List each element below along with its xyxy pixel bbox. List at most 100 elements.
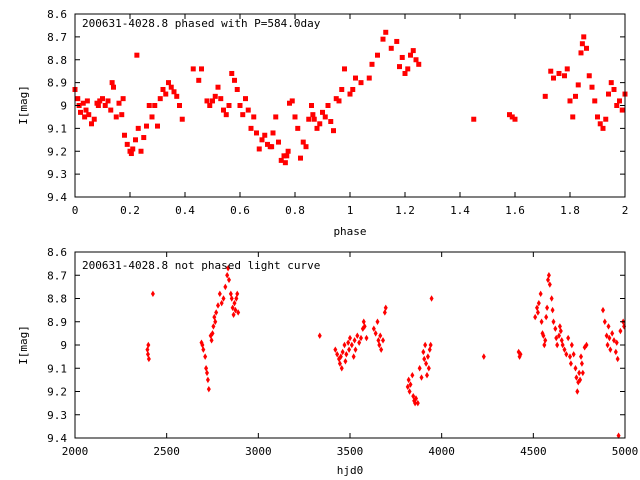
phased-x-tick-label: 0.4	[175, 204, 195, 217]
unphased-data-point	[427, 365, 431, 371]
phased-data-point	[117, 101, 122, 106]
phased-x-axis-label: phase	[333, 225, 366, 238]
phased-data-point	[570, 114, 575, 119]
phased-data-point	[144, 124, 149, 129]
phased-data-point	[125, 142, 130, 147]
unphased-data-point	[343, 358, 347, 364]
phased-data-point	[152, 103, 157, 108]
phased-data-point	[389, 46, 394, 51]
phased-data-point	[598, 121, 603, 126]
phased-data-point	[133, 137, 138, 142]
phased-x-tick-label: 1.2	[395, 204, 415, 217]
phased-data-point	[221, 108, 226, 113]
phased-y-tick-label: 9.3	[47, 168, 67, 181]
unphased-data-point	[344, 351, 348, 357]
unphased-data-point	[581, 370, 585, 376]
phased-data-point	[240, 112, 245, 117]
phased-data-point	[367, 76, 372, 81]
unphased-data-point	[207, 386, 211, 392]
phased-data-point	[262, 133, 267, 138]
phased-data-point	[254, 130, 259, 135]
unphased-data-point	[575, 388, 579, 394]
phased-chart-title: 200631-4028.8 phased with P=584.0day	[82, 17, 321, 30]
phased-data-point	[293, 114, 298, 119]
phased-data-point	[172, 89, 177, 94]
phased-y-tick-label: 9.1	[47, 122, 67, 135]
phased-data-point	[304, 144, 309, 149]
unphased-y-tick-label: 8.8	[47, 293, 67, 306]
phased-data-point	[85, 98, 90, 103]
unphased-x-tick-label: 4000	[428, 445, 455, 458]
phased-data-point	[229, 71, 234, 76]
phased-data-point	[169, 85, 174, 90]
phased-data-point	[276, 140, 281, 145]
phased-data-point	[163, 92, 168, 97]
phased-data-point	[96, 103, 101, 108]
phased-data-point	[543, 94, 548, 99]
phased-y-tick-label: 8.7	[47, 31, 67, 44]
unphased-data-point	[607, 323, 611, 329]
unphased-data-point	[610, 330, 614, 336]
phased-data-point	[284, 153, 289, 158]
unphased-data-point	[420, 374, 424, 380]
phased-data-point	[106, 98, 111, 103]
unphased-data-point	[426, 353, 430, 359]
unphased-y-tick-label: 9.3	[47, 409, 67, 422]
unphased-data-point	[421, 349, 425, 355]
phased-data-point	[471, 117, 476, 122]
unphased-data-point	[151, 291, 155, 297]
phased-data-point	[235, 87, 240, 92]
unphased-data-point	[203, 353, 207, 359]
phased-data-point	[617, 98, 622, 103]
phased-y-axis-label: I[mag]	[17, 85, 30, 125]
phased-data-point	[337, 98, 342, 103]
phased-data-point	[110, 80, 115, 85]
phased-y-tick-label: 8.9	[47, 77, 67, 90]
phased-data-point	[251, 114, 256, 119]
unphased-data-point	[352, 353, 356, 359]
phased-y-tick-label: 9.2	[47, 145, 67, 158]
unphased-y-tick-label: 8.9	[47, 316, 67, 329]
phased-data-point	[249, 126, 254, 131]
phased-data-point	[551, 76, 556, 81]
phased-data-point	[580, 41, 585, 46]
phased-data-point	[121, 96, 126, 101]
phased-data-point	[166, 80, 171, 85]
phased-data-point	[326, 103, 331, 108]
phased-chart: 0 0.2 0.4 0.6 0.8 1 1.2 1.4 1.6 1.8 28.68.78.88.99…	[17, 8, 628, 238]
phased-x-tick-label: 1.6	[505, 204, 525, 217]
phased-data-point	[295, 126, 300, 131]
phased-x-tick-label: 0.8	[285, 204, 305, 217]
phased-data-point	[196, 78, 201, 83]
unphased-data-point	[355, 333, 359, 339]
phased-data-point	[400, 55, 405, 60]
unphased-data-point	[603, 319, 607, 325]
phased-data-point	[342, 66, 347, 71]
unphased-x-tick-label: 2000	[62, 445, 89, 458]
phased-data-point	[375, 53, 380, 58]
unphased-data-point	[569, 360, 573, 366]
phased-data-point	[587, 73, 592, 78]
unphased-data-point	[579, 353, 583, 359]
phased-data-point	[119, 112, 124, 117]
phased-data-point	[269, 144, 274, 149]
phased-data-point	[353, 76, 358, 81]
unphased-data-point	[544, 314, 548, 320]
unphased-x-tick-label: 3000	[245, 445, 272, 458]
phased-data-point	[216, 85, 221, 90]
phased-data-point	[348, 92, 353, 97]
phased-data-point	[383, 30, 388, 35]
unphased-data-point	[353, 337, 357, 343]
phased-data-point	[141, 135, 146, 140]
phased-data-point	[298, 156, 303, 161]
unphased-data-point	[376, 319, 380, 325]
phased-data-point	[301, 140, 306, 145]
phased-data-point	[191, 66, 196, 71]
phased-data-point	[174, 94, 179, 99]
phased-data-point	[283, 160, 288, 165]
phased-points-layer	[73, 30, 628, 165]
phased-data-point	[260, 137, 265, 142]
unphased-data-point	[616, 356, 620, 362]
unphased-data-point	[577, 370, 581, 376]
unphased-data-point	[218, 291, 222, 297]
